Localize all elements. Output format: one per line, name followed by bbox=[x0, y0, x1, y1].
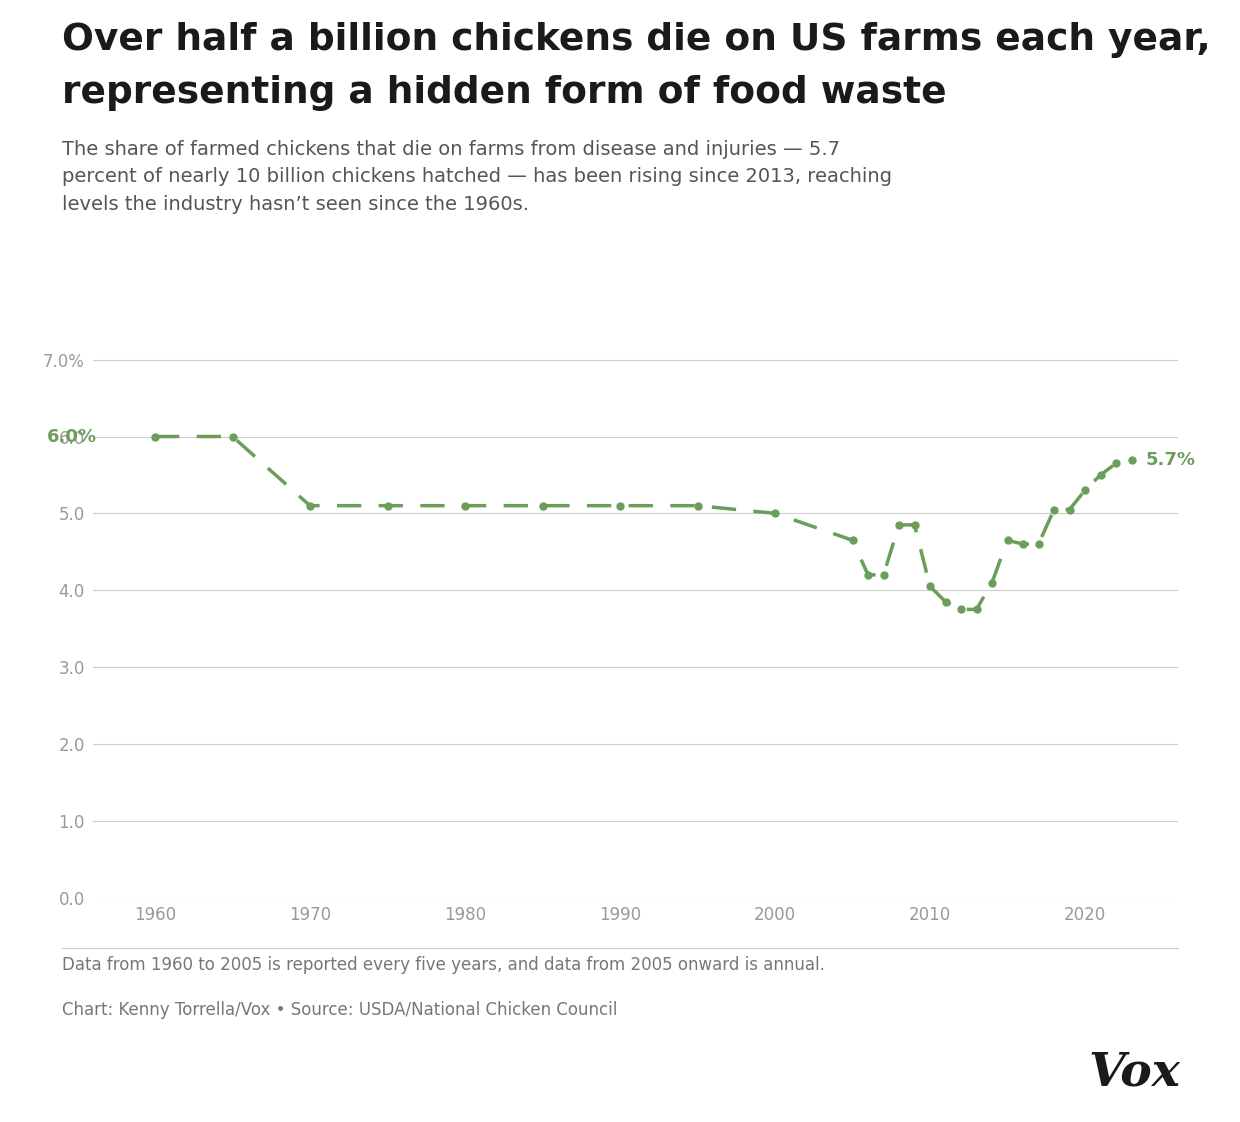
Text: Chart: Kenny Torrella/Vox • Source: USDA/National Chicken Council: Chart: Kenny Torrella/Vox • Source: USDA… bbox=[62, 1001, 618, 1019]
Text: Vox: Vox bbox=[1089, 1049, 1180, 1095]
Text: The share of farmed chickens that die on farms from disease and injuries — 5.7
p: The share of farmed chickens that die on… bbox=[62, 140, 892, 214]
Text: Data from 1960 to 2005 is reported every five years, and data from 2005 onward i: Data from 1960 to 2005 is reported every… bbox=[62, 956, 825, 974]
Text: 5.7%: 5.7% bbox=[1146, 451, 1195, 469]
Text: 6.0%: 6.0% bbox=[47, 427, 97, 445]
Text: Over half a billion chickens die on US farms each year,: Over half a billion chickens die on US f… bbox=[62, 22, 1210, 58]
Text: representing a hidden form of food waste: representing a hidden form of food waste bbox=[62, 75, 946, 111]
